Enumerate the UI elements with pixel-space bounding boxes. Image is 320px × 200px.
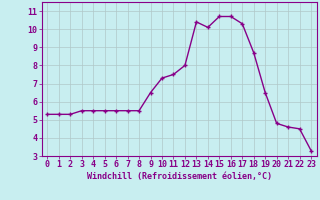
X-axis label: Windchill (Refroidissement éolien,°C): Windchill (Refroidissement éolien,°C) xyxy=(87,172,272,181)
